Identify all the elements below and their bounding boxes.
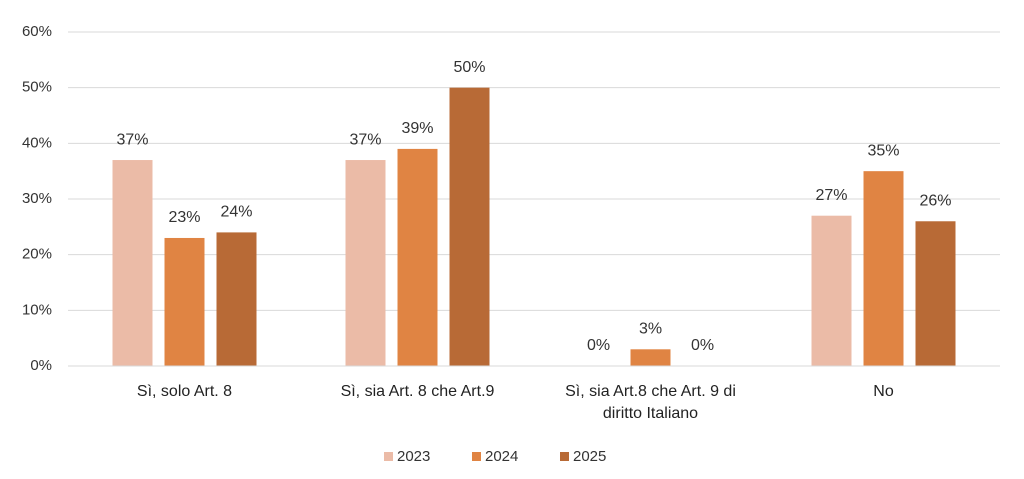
y-tick-label: 20% (22, 246, 52, 263)
y-tick-label: 10% (22, 301, 52, 318)
y-tick-label: 40% (22, 134, 52, 151)
value-label: 37% (349, 131, 381, 148)
value-label: 39% (401, 120, 433, 137)
value-label: 26% (919, 192, 951, 209)
bar (449, 87, 490, 367)
value-label: 3% (639, 321, 662, 338)
bar (164, 237, 205, 366)
x-tick-label: Sì, solo Art. 8 (136, 383, 233, 400)
value-label: 50% (453, 59, 485, 76)
legend-swatch (384, 452, 393, 461)
y-tick-label: 0% (30, 357, 52, 374)
bar (915, 221, 956, 366)
bar (863, 171, 904, 366)
x-tick-label: Sì, sia Art.8 che Art. 9 di diritto Ital… (565, 383, 736, 422)
x-tick-label: No (873, 383, 894, 400)
value-label: 35% (867, 142, 899, 159)
value-label: 37% (116, 131, 148, 148)
legend-label: 2024 (485, 448, 518, 465)
y-tick-label: 60% (22, 23, 52, 40)
value-label: 24% (220, 204, 252, 221)
bar (345, 160, 386, 366)
legend-label: 2025 (573, 448, 606, 465)
value-label: 0% (691, 337, 714, 354)
bar (630, 349, 671, 366)
bar (216, 232, 257, 366)
bar (811, 215, 852, 366)
legend-swatch (560, 452, 569, 461)
y-tick-label: 30% (22, 190, 52, 207)
bar (397, 148, 438, 366)
x-tick-label: Sì, sia Art. 8 che Art.9 (340, 383, 495, 400)
legend-swatch (472, 452, 481, 461)
value-label: 0% (587, 337, 610, 354)
y-tick-label: 50% (22, 79, 52, 96)
value-label: 23% (168, 209, 200, 226)
value-label: 27% (815, 187, 847, 204)
bar (112, 160, 153, 366)
legend-label: 2023 (397, 448, 430, 465)
